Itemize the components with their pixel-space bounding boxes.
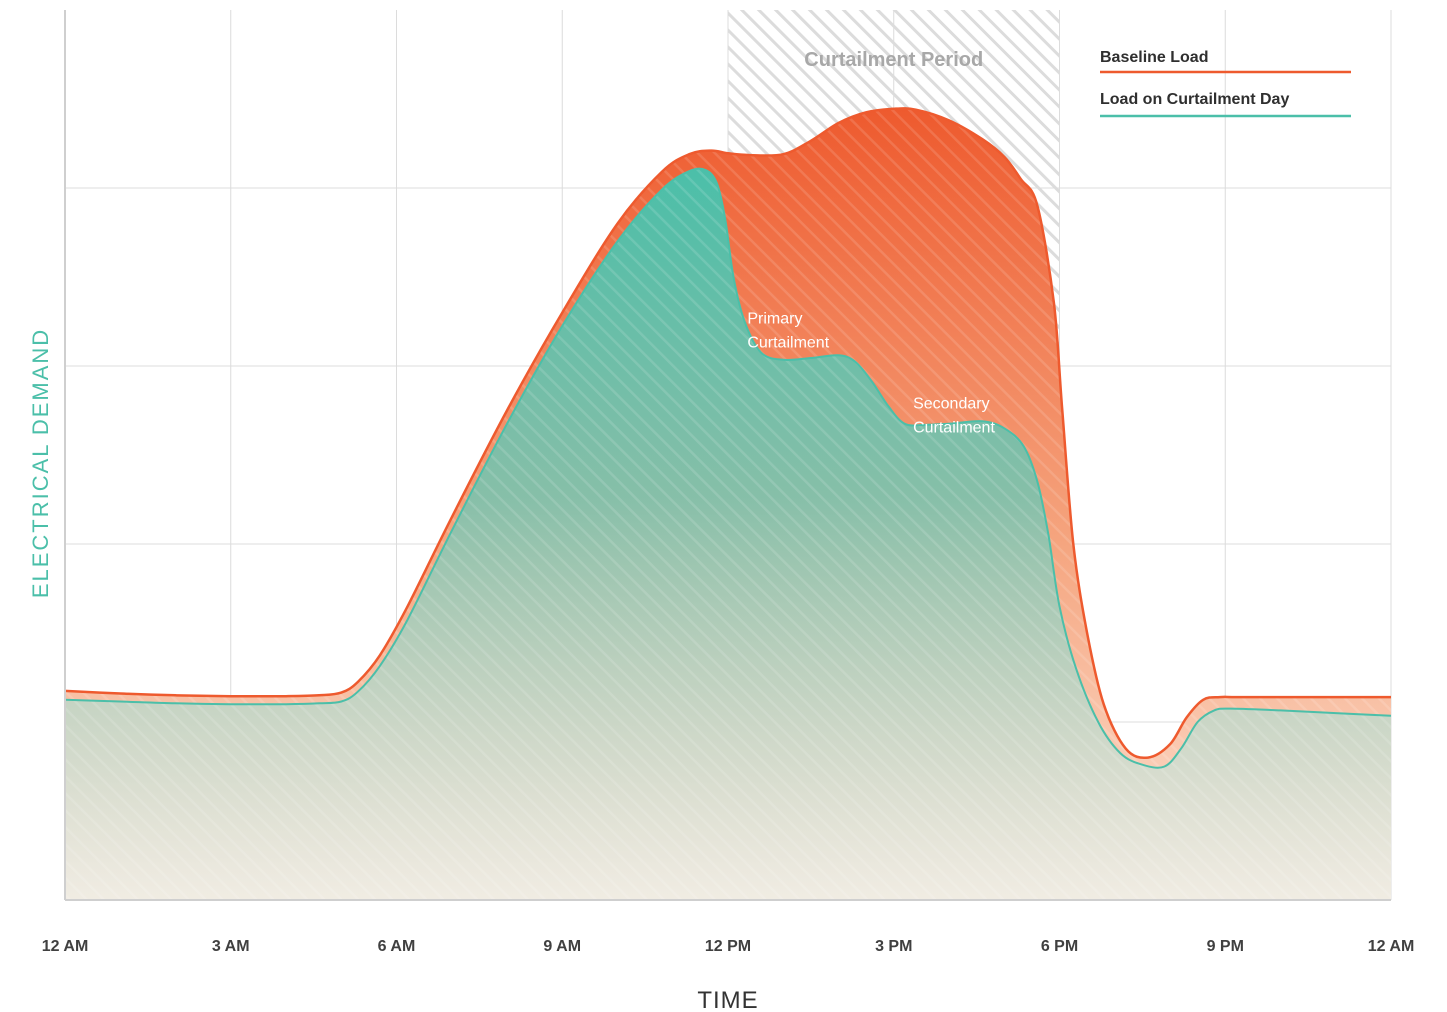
period-label: Curtailment Period <box>804 49 983 71</box>
curtailment-day-line <box>65 167 1391 769</box>
x-tick-label: 9 AM <box>543 938 581 955</box>
y-axis-title: ELECTRICAL DEMAND <box>28 328 53 598</box>
annotation-label: Primary <box>747 310 802 327</box>
x-tick-label: 3 PM <box>875 938 912 955</box>
x-tick-label: 3 AM <box>212 938 250 955</box>
x-tick-label: 6 AM <box>378 938 416 955</box>
annotation-label: Curtailment <box>747 334 829 351</box>
x-tick-label: 12 AM <box>1368 938 1415 955</box>
x-tick-label: 12 PM <box>705 938 751 955</box>
x-tick-label: 12 AM <box>42 938 89 955</box>
x-tick-label: 9 PM <box>1207 938 1244 955</box>
x-axis-title: TIME <box>697 987 758 1012</box>
baseline-area-hatch-overlay <box>65 108 1391 900</box>
legend: Baseline Load Load on Curtailment Day <box>1100 49 1351 118</box>
legend-curtailment-label: Load on Curtailment Day <box>1100 91 1289 108</box>
x-tick-labels: 12 AM 3 AM 6 AM 9 AM 12 PM 3 PM 6 PM 9 PM 12 AM <box>42 938 1415 955</box>
baseline-load-line <box>65 107 1391 760</box>
annotation-label: Curtailment <box>913 420 995 437</box>
annotations: Primary Curtailment Secondary Curtailment <box>747 310 995 436</box>
x-tick-label: 6 PM <box>1041 938 1078 955</box>
legend-baseline-label: Baseline Load <box>1100 49 1208 66</box>
annotation-label: Secondary <box>913 396 990 413</box>
